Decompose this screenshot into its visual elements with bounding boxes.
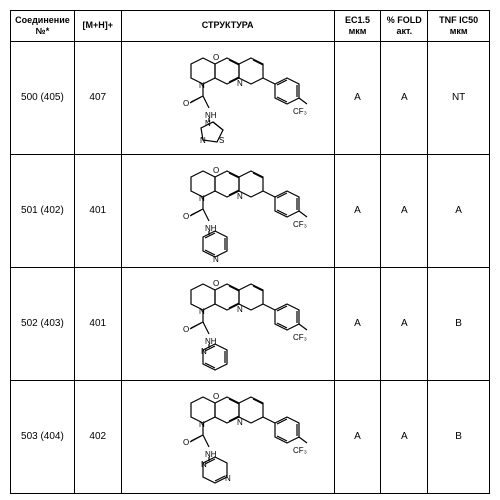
cell-tnf: B — [428, 380, 490, 493]
cell-fold: A — [381, 41, 428, 154]
svg-text:N: N — [225, 474, 231, 483]
cell-compound: 503 (404) — [11, 380, 75, 493]
cell-mh: 401 — [74, 267, 121, 380]
cell-structure: O N CF₃ N O NH — [121, 380, 334, 493]
cell-fold: A — [381, 267, 428, 380]
compound-table: Соединение №* [M+H]+ СТРУКТУРА EC1.5 мкм… — [10, 10, 490, 494]
svg-text:O: O — [213, 166, 219, 175]
cell-fold: A — [381, 154, 428, 267]
svg-text:CF₃: CF₃ — [293, 107, 307, 116]
svg-text:N: N — [200, 136, 206, 145]
svg-text:CF₃: CF₃ — [293, 333, 307, 342]
col-tnf: TNF IC50 мкм — [428, 11, 490, 42]
cell-ec: A — [334, 41, 381, 154]
svg-text:N: N — [237, 418, 243, 427]
cell-ec: A — [334, 380, 381, 493]
svg-text:O: O — [183, 212, 189, 221]
cell-mh: 407 — [74, 41, 121, 154]
cell-tnf: A — [428, 154, 490, 267]
svg-text:O: O — [213, 392, 219, 401]
cell-structure: O N CF₃ N O NH — [121, 154, 334, 267]
svg-text:O: O — [213, 279, 219, 288]
svg-text:N: N — [199, 307, 205, 316]
svg-text:N: N — [237, 305, 243, 314]
col-compound: Соединение №* — [11, 11, 75, 42]
cell-mh: 402 — [74, 380, 121, 493]
table-row: 503 (404) 402 O N CF₃ N O NH — [11, 380, 490, 493]
cell-structure: O N CF₃ N O NH — [121, 267, 334, 380]
cell-ec: A — [334, 154, 381, 267]
table-row: 502 (403) 401 O N CF₃ N O NH — [11, 267, 490, 380]
cell-structure: O N CF₃ N O NH — [121, 41, 334, 154]
cell-compound: 500 (405) — [11, 41, 75, 154]
svg-text:N: N — [199, 194, 205, 203]
svg-text:O: O — [183, 99, 189, 108]
cell-tnf: NT — [428, 41, 490, 154]
table-row: 501 (402) 401 O N CF₃ N O NH — [11, 154, 490, 267]
svg-text:N: N — [199, 420, 205, 429]
cell-compound: 502 (403) — [11, 267, 75, 380]
cell-mh: 401 — [74, 154, 121, 267]
svg-text:N: N — [201, 347, 207, 356]
col-ec: EC1.5 мкм — [334, 11, 381, 42]
svg-text:O: O — [213, 53, 219, 62]
svg-text:N: N — [205, 119, 211, 128]
col-struct: СТРУКТУРА — [121, 11, 334, 42]
cell-ec: A — [334, 267, 381, 380]
col-mh: [M+H]+ — [74, 11, 121, 42]
svg-text:S: S — [219, 136, 224, 145]
table-row: 500 (405) 407 O N CF₃ N O NH — [11, 41, 490, 154]
col-fold: % FOLD акт. — [381, 11, 428, 42]
cell-tnf: B — [428, 267, 490, 380]
svg-text:CF₃: CF₃ — [293, 446, 307, 455]
svg-text:CF₃: CF₃ — [293, 220, 307, 229]
svg-text:O: O — [183, 438, 189, 447]
svg-text:N: N — [237, 192, 243, 201]
header-row: Соединение №* [M+H]+ СТРУКТУРА EC1.5 мкм… — [11, 11, 490, 42]
svg-text:N: N — [199, 81, 205, 90]
svg-text:O: O — [183, 325, 189, 334]
cell-fold: A — [381, 380, 428, 493]
svg-text:N: N — [237, 79, 243, 88]
cell-compound: 501 (402) — [11, 154, 75, 267]
svg-text:N: N — [201, 460, 207, 469]
svg-text:N: N — [213, 255, 219, 263]
